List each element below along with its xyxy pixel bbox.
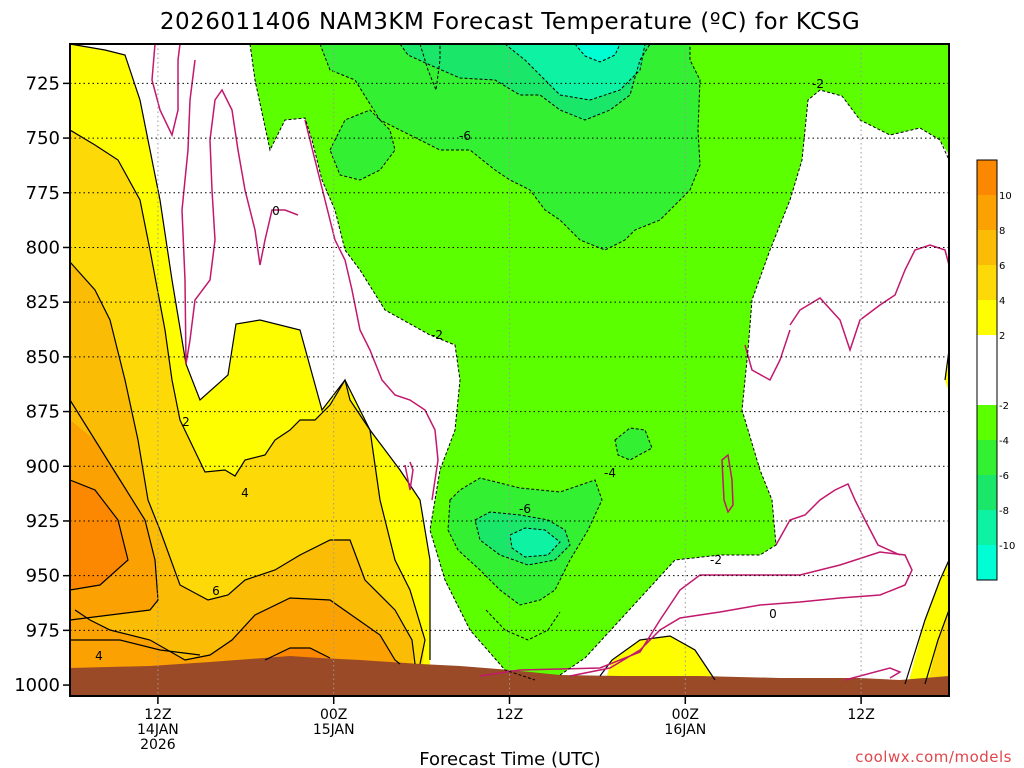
y-tick-label-975: 975 [26, 620, 60, 641]
colorbar-bin-4 [977, 300, 997, 335]
contour-labels: 2 4 4 6 0 0 -2 -2 -2 -6 -6 -4 [95, 77, 824, 663]
x-tick-label-18-0: 00Z [320, 707, 347, 723]
colorbar: 10 8 6 4 2 -2 -4 -6 -8 -10 [976, 159, 1015, 581]
band-8-10-left [70, 400, 400, 696]
y-tick-label-875: 875 [26, 402, 60, 423]
y-tick-label-825: 825 [26, 292, 60, 313]
colorbar-tick--2: -2 [999, 401, 1009, 412]
x-tick-label-54-0: 12Z [847, 707, 874, 723]
x-tick-label-30-0: 12Z [496, 707, 523, 723]
colorbar-tick--8: -8 [999, 506, 1009, 517]
colorbar-bin-10 [977, 545, 997, 580]
band-neg4-neg6-d [615, 428, 652, 460]
source-credit: coolwx.com/models [855, 748, 1012, 766]
colorbar-tick-2: 2 [999, 331, 1005, 342]
colorbar-tick-6: 6 [999, 261, 1005, 272]
pressure-axis: 725 750 775 800 825 850 875 900 925 950 975 1000 [14, 73, 70, 696]
temperature-field [70, 44, 949, 696]
x-tick-label-6-0: 12Z [144, 707, 171, 723]
contour-label-neg4: -4 [604, 466, 616, 480]
chart-title: 2026011406 NAM3KM Forecast Temperature (… [160, 9, 860, 35]
colorbar-tick--6: -6 [999, 471, 1009, 482]
colorbar-bin-0 [977, 160, 997, 195]
contour-label-neg6-bottom: -6 [519, 502, 531, 516]
band-neg4-neg6-b [330, 110, 395, 180]
band-neg2-neg4 [250, 44, 949, 680]
colorbar-tick-10: 10 [999, 191, 1012, 202]
x-tick-label-18-1: 15JAN [313, 722, 355, 738]
y-tick-label-800: 800 [26, 237, 60, 258]
contour-label-2: 2 [182, 415, 190, 429]
contour-label-neg6-top: -6 [459, 129, 471, 143]
y-tick-label-725: 725 [26, 73, 60, 94]
colorbar-tick--10: -10 [999, 541, 1015, 552]
x-tick-label-6-1: 14JAN [137, 722, 179, 738]
x-axis-label: Forecast Time (UTC) [419, 749, 600, 768]
colorbar-tick-4: 4 [999, 296, 1005, 307]
colorbar-bin-5 [977, 335, 997, 405]
y-tick-label-900: 900 [26, 456, 60, 477]
x-tick-label-42-1: 16JAN [664, 722, 706, 738]
contour-label-0-upper: 0 [272, 204, 280, 218]
band-4-6-right-edge [925, 610, 949, 696]
colorbar-bin-7 [977, 440, 997, 475]
colorbar-bin-6 [977, 405, 997, 440]
band-neg8-neg10-b [510, 528, 560, 557]
y-tick-label-950: 950 [26, 566, 60, 587]
colorbar-bin-8 [977, 475, 997, 510]
x-tick-label-6-2: 2026 [140, 737, 176, 753]
y-tick-label-750: 750 [26, 128, 60, 149]
zero-isotherm [151, 44, 949, 681]
colorbar-bin-1 [977, 195, 997, 230]
band-10-12-left [70, 480, 128, 590]
contour-label-neg2-top: -2 [812, 77, 824, 91]
colorbar-tick--4: -4 [999, 436, 1009, 447]
contour-label-6: 6 [212, 584, 220, 598]
x-tick-label-42-0: 00Z [672, 707, 699, 723]
warm-contours [70, 44, 949, 685]
contour-label-4: 4 [241, 486, 249, 500]
y-tick-label-850: 850 [26, 347, 60, 368]
colorbar-bin-3 [977, 265, 997, 300]
y-tick-label-775: 775 [26, 183, 60, 204]
time-gridlines [157, 44, 862, 696]
band-neg8-neg10 [505, 44, 645, 100]
colorbar-bin-2 [977, 230, 997, 265]
y-tick-label-925: 925 [26, 511, 60, 532]
y-tick-label-1000: 1000 [14, 675, 60, 696]
terrain-ground [70, 656, 949, 696]
contour-label-neg2-bottom: -2 [710, 553, 722, 567]
colorbar-frame [976, 159, 998, 581]
contour-label-0-lower: 0 [769, 607, 777, 621]
cold-contours [249, 44, 949, 681]
colorbar-tick-8: 8 [999, 226, 1005, 237]
contour-label-4-bottom: 4 [95, 649, 103, 663]
contour-label-neg2-middle: -2 [431, 328, 443, 342]
colorbar-bin-9 [977, 510, 997, 545]
